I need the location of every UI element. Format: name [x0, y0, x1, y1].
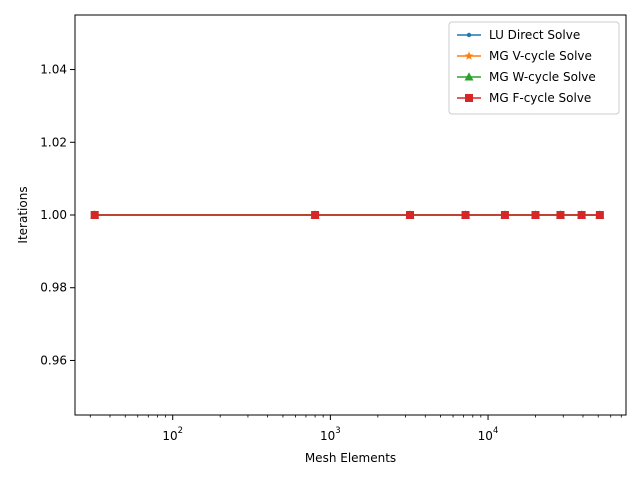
legend-entry: LU Direct Solve	[457, 28, 580, 42]
axes-frame	[74, 14, 627, 416]
x-tick-exponent: 3	[335, 426, 340, 436]
legend-label: MG W-cycle Solve	[489, 70, 596, 84]
series-layer	[90, 210, 605, 219]
data-point	[500, 211, 509, 219]
x-axis-label: Mesh Elements	[305, 451, 396, 465]
y-tick-label: 1.02	[40, 135, 67, 149]
y-tick-label: 0.96	[40, 353, 67, 367]
data-point	[466, 32, 472, 38]
legend-entry: MG W-cycle Solve	[457, 70, 596, 84]
y-tick-label: 1.04	[40, 63, 67, 77]
data-point	[464, 72, 474, 81]
legend-label: LU Direct Solve	[489, 28, 580, 42]
legend-label: MG V-cycle Solve	[489, 49, 592, 63]
data-point	[464, 51, 474, 60]
y-axis-label: Iterations	[16, 186, 30, 243]
x-tick-base: 10	[162, 429, 177, 443]
x-tick-base: 10	[320, 429, 335, 443]
data-point	[461, 211, 470, 219]
y-tick-label: 1.00	[40, 208, 67, 222]
data-point	[311, 211, 320, 219]
series-square	[90, 211, 604, 219]
data-point	[465, 94, 473, 102]
x-tick-label: 102	[162, 426, 183, 443]
data-point	[595, 211, 604, 219]
x-tick-label: 104	[478, 426, 499, 443]
legend-entry: MG F-cycle Solve	[457, 91, 591, 105]
legend-label: MG F-cycle Solve	[489, 91, 591, 105]
x-tick-base: 10	[478, 429, 493, 443]
legend-box	[448, 21, 620, 115]
data-point	[531, 211, 540, 219]
data-point	[556, 211, 565, 219]
legend-entry: MG V-cycle Solve	[457, 49, 592, 63]
legend: LU Direct Solve MG V-cycle Solve MG W-cycl…	[448, 21, 620, 115]
data-point	[406, 211, 415, 219]
x-tick-label: 103	[320, 426, 341, 443]
x-tick-exponent: 2	[178, 426, 183, 436]
data-point	[90, 211, 99, 219]
y-tick-label: 0.98	[40, 281, 67, 295]
data-point	[577, 211, 586, 219]
x-tick-exponent: 4	[493, 426, 498, 436]
